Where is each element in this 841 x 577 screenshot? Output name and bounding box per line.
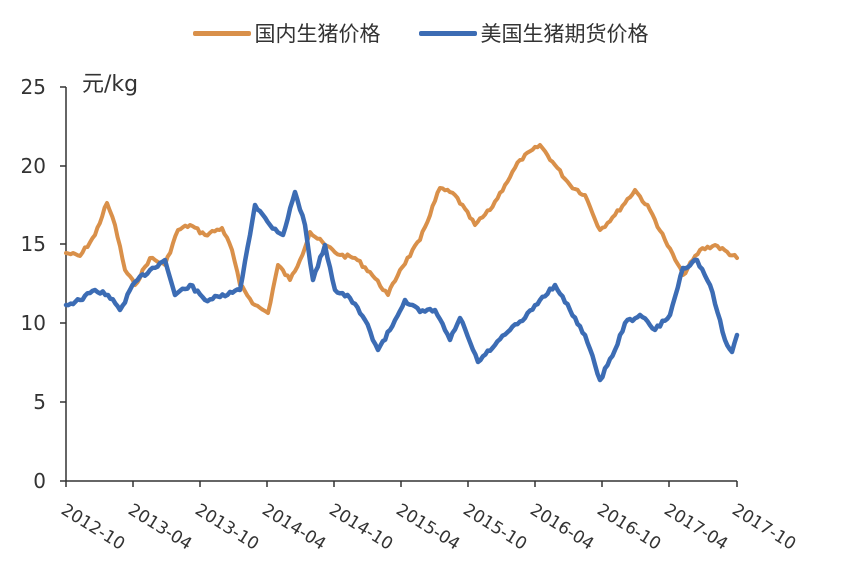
y-tick-label: 15 xyxy=(20,232,46,256)
series-line-domestic[interactable] xyxy=(64,143,739,315)
legend-label-us: 美国生猪期货价格 xyxy=(480,22,649,46)
legend-item-domestic[interactable]: 国内生猪价格 xyxy=(192,18,381,48)
legend-label-domestic: 国内生猪价格 xyxy=(254,22,381,46)
y-axis-unit-label: 元/kg xyxy=(82,72,139,97)
y-axis xyxy=(60,86,67,482)
chart-legend: 国内生猪价格 美国生猪期货价格 xyxy=(0,18,841,48)
y-tick-label: 25 xyxy=(20,75,46,99)
x-axis xyxy=(65,480,738,487)
legend-item-us[interactable]: 美国生猪期货价格 xyxy=(418,18,649,48)
legend-swatch-us xyxy=(418,30,477,36)
y-tick-label: 0 xyxy=(33,469,46,493)
y-tick-label: 10 xyxy=(20,311,46,335)
y-tick-label: 20 xyxy=(20,154,46,178)
y-tick-label: 5 xyxy=(33,390,46,414)
series-line-us[interactable] xyxy=(63,189,740,383)
legend-swatch-domestic xyxy=(192,30,251,36)
